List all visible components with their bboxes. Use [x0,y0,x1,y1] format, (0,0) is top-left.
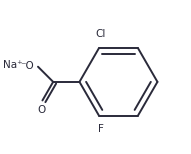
Text: O: O [37,105,46,115]
Text: ⁻O: ⁻O [20,61,34,71]
Text: Na⁺: Na⁺ [3,60,23,70]
Text: Cl: Cl [96,29,106,39]
Text: F: F [98,124,104,134]
